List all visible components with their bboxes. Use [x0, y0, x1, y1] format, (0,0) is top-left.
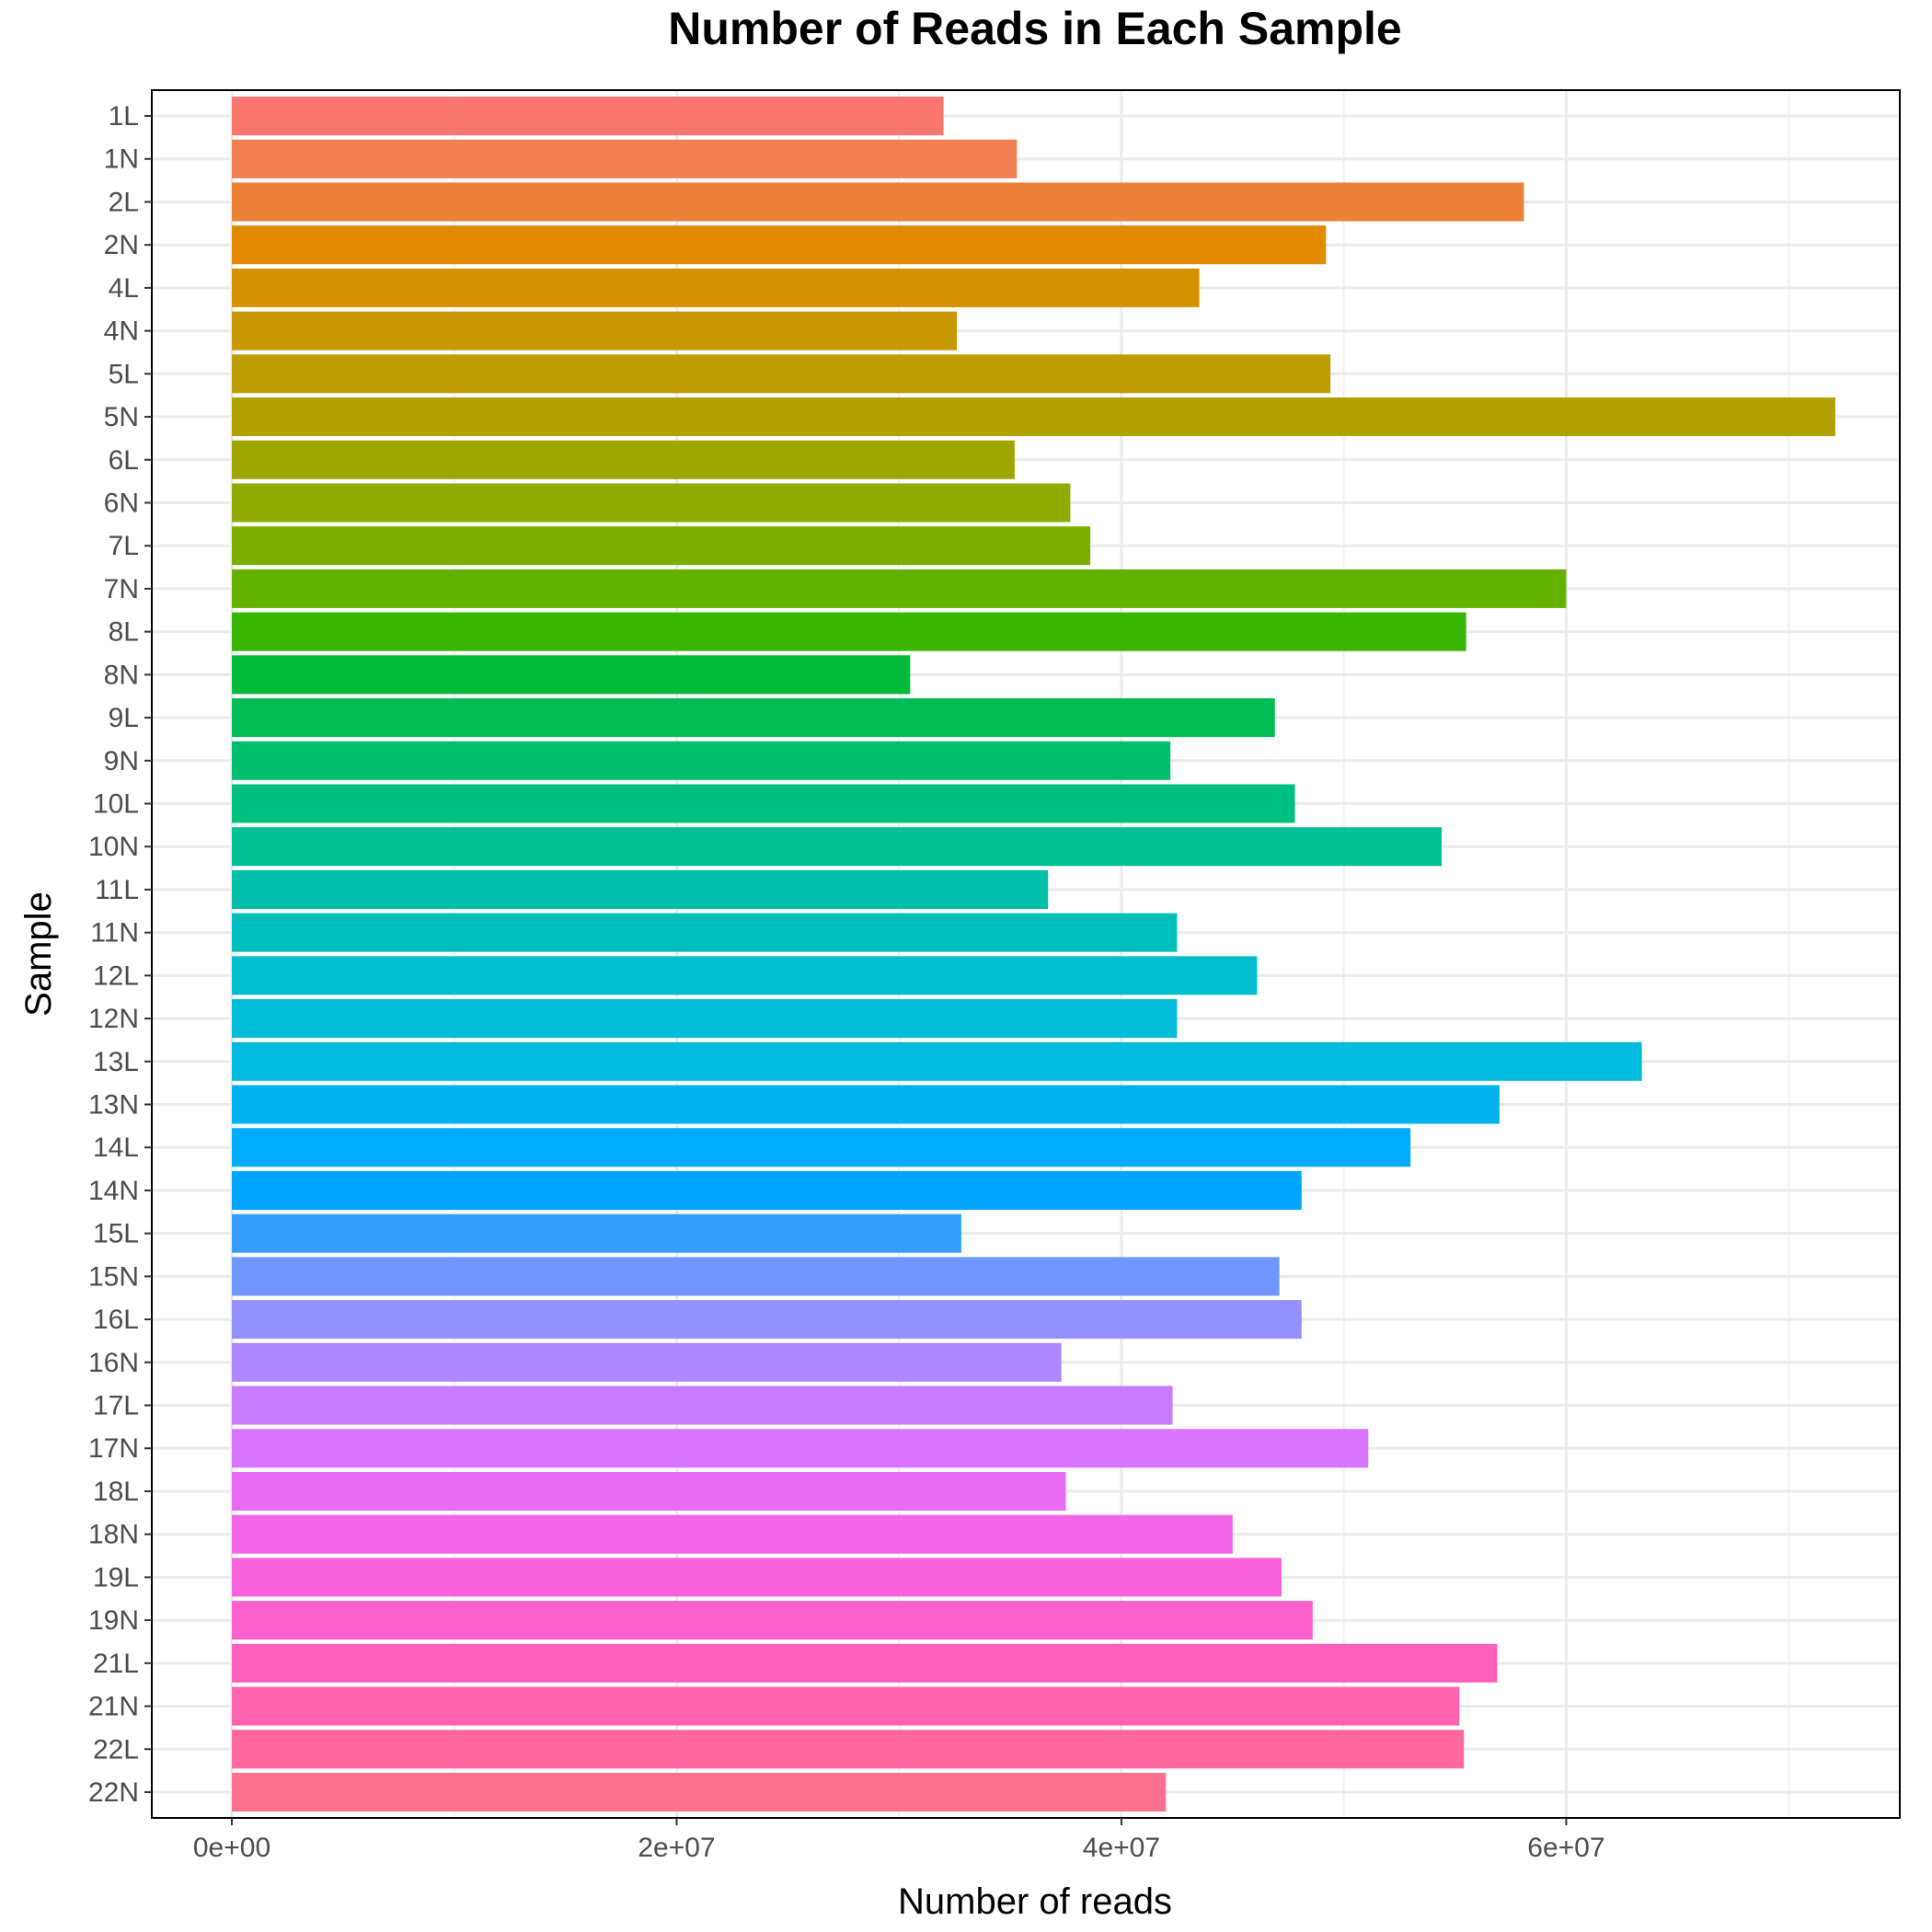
bar-9n	[232, 741, 1171, 780]
bar-1l	[232, 97, 944, 136]
y-tick-label: 22N	[88, 1777, 139, 1808]
bar-5n	[232, 397, 1835, 437]
y-axis-ticks: 1L 1N 2L 2N 4L 4N 5L 5N 6L 6N 7L 7N 8L 8N 9L 9N 10L 10N 11…	[88, 101, 152, 1808]
y-tick-label: 10L	[93, 788, 139, 819]
bar-22n	[232, 1772, 1167, 1811]
bar-15l	[232, 1213, 961, 1253]
y-tick-label: 18L	[93, 1477, 139, 1507]
bar-21n	[232, 1686, 1460, 1726]
x-tick-label: 0e+00	[193, 1833, 270, 1863]
y-tick-label: 6N	[104, 488, 139, 518]
bar-5l	[232, 354, 1331, 394]
y-tick-label: 15N	[88, 1261, 139, 1292]
bar-8n	[232, 655, 911, 695]
x-tick-label: 4e+07	[1083, 1833, 1160, 1863]
y-tick-label: 4N	[104, 316, 139, 347]
bar-16n	[232, 1342, 1062, 1382]
y-tick-label: 21L	[93, 1649, 139, 1679]
bar-19n	[232, 1601, 1313, 1640]
bar-2l	[232, 182, 1524, 222]
x-tick-label: 2e+07	[638, 1833, 715, 1863]
bar-7l	[232, 526, 1091, 566]
bar-10n	[232, 827, 1443, 867]
y-tick-label: 8L	[109, 617, 139, 648]
bar-18n	[232, 1514, 1233, 1554]
bar-17l	[232, 1386, 1173, 1425]
bar-4n	[232, 311, 958, 351]
bar-7n	[232, 569, 1567, 608]
y-tick-label: 7L	[109, 531, 139, 561]
y-tick-label: 7N	[104, 574, 139, 604]
y-tick-label: 6L	[109, 445, 139, 476]
bar-18l	[232, 1471, 1066, 1511]
bar-15n	[232, 1257, 1280, 1296]
bar-13l	[232, 1041, 1642, 1081]
bar-21l	[232, 1643, 1498, 1683]
y-tick-label: 16L	[93, 1305, 139, 1335]
y-tick-label: 19L	[93, 1562, 139, 1593]
bar-14l	[232, 1128, 1411, 1167]
x-axis-title: Number of reads	[898, 1881, 1172, 1922]
plot-panel-border	[151, 89, 1901, 1819]
y-tick-label: 21N	[88, 1692, 139, 1722]
chart-title: Number of Reads in Each Sample	[668, 3, 1401, 54]
bar-4l	[232, 268, 1200, 307]
y-tick-label: 13N	[88, 1090, 139, 1121]
bar-12l	[232, 956, 1258, 995]
y-tick-label: 11N	[90, 918, 139, 949]
bar-1n	[232, 139, 1018, 178]
y-tick-label: 1N	[104, 144, 139, 175]
y-tick-label: 1L	[109, 101, 139, 132]
y-tick-label: 18N	[88, 1520, 139, 1550]
y-tick-label: 22L	[93, 1734, 139, 1765]
x-tick-label: 6e+07	[1527, 1833, 1604, 1863]
bar-17n	[232, 1429, 1369, 1468]
bars	[232, 97, 1835, 1811]
bar-6l	[232, 440, 1015, 479]
bar-9l	[232, 698, 1275, 738]
bar-2n	[232, 225, 1327, 265]
y-tick-label: 8N	[104, 660, 139, 690]
bar-16l	[232, 1300, 1302, 1340]
y-tick-label: 11L	[95, 875, 139, 905]
bar-14n	[232, 1170, 1302, 1210]
bar-11l	[232, 869, 1049, 909]
y-tick-label: 10N	[88, 832, 139, 862]
bar-11n	[232, 913, 1178, 952]
y-tick-label: 17L	[93, 1391, 139, 1421]
y-tick-label: 19N	[88, 1605, 139, 1636]
bar-8l	[232, 612, 1466, 651]
y-tick-label: 15L	[93, 1219, 139, 1249]
y-tick-label: 2N	[104, 230, 139, 260]
x-axis-ticks: 0e+00 2e+07 4e+07 6e+07	[193, 1818, 1605, 1863]
bar-12n	[232, 999, 1178, 1039]
bar-10l	[232, 784, 1295, 823]
y-tick-label: 13L	[93, 1047, 139, 1077]
y-tick-label: 16N	[88, 1348, 139, 1378]
y-tick-label: 12L	[93, 960, 139, 991]
y-tick-label: 5L	[109, 359, 139, 389]
bar-6n	[232, 483, 1071, 523]
y-tick-label: 9L	[109, 703, 139, 733]
y-tick-label: 14L	[93, 1133, 139, 1163]
bar-13n	[232, 1085, 1500, 1124]
y-tick-label: 5N	[104, 402, 139, 432]
bar-19l	[232, 1558, 1282, 1597]
y-tick-label: 9N	[104, 746, 139, 776]
y-tick-label: 14N	[88, 1176, 139, 1206]
y-tick-label: 17N	[88, 1433, 139, 1464]
y-tick-label: 4L	[109, 273, 139, 304]
y-tick-label: 2L	[109, 187, 139, 217]
y-tick-label: 12N	[88, 1004, 139, 1034]
bar-22l	[232, 1730, 1465, 1769]
y-axis-title: Sample	[18, 891, 59, 1017]
